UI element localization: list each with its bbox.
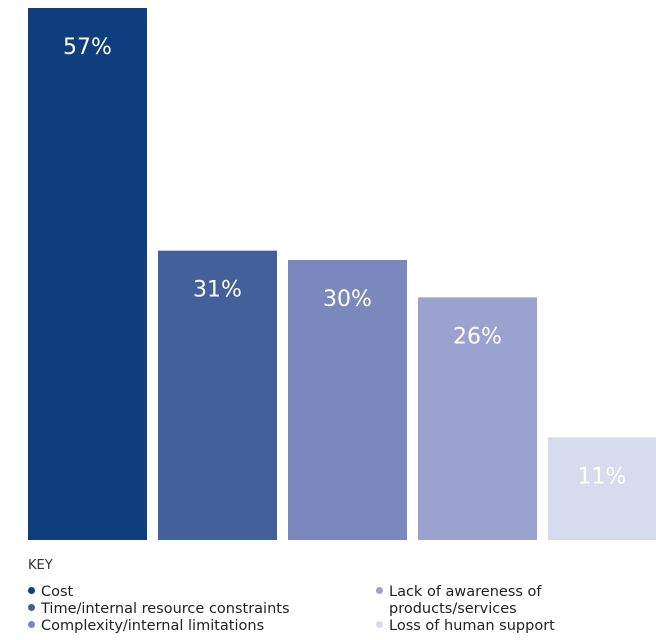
legend-title: KEY: [28, 558, 53, 573]
legend-label-4: Lack of awareness of products/services: [389, 584, 542, 617]
legend-swatch-3: [28, 621, 35, 628]
legend-swatch-5: [376, 621, 383, 628]
legend-item-2: Time/internal resource constraints: [28, 601, 290, 618]
legend-label-3: Complexity/internal limitations: [41, 618, 265, 634]
legend-label-2: Time/internal resource constraints: [41, 601, 290, 617]
bar-2: [158, 250, 277, 540]
legend-item-5: Loss of human support: [376, 618, 555, 635]
bar-value-label-5: 11%: [578, 464, 627, 489]
bar-1: [28, 8, 147, 540]
legend-item-1: Cost: [28, 584, 73, 601]
legend-swatch-1: [28, 587, 35, 594]
bar-value-label-2: 31%: [193, 278, 242, 303]
bar-3: [288, 260, 407, 540]
legend-item-3: Complexity/internal limitations: [28, 618, 264, 635]
legend-label-5: Loss of human support: [389, 618, 555, 634]
legend-swatch-4: [376, 587, 383, 594]
legend-swatch-2: [28, 604, 35, 611]
bar-chart: 57% 31% 30% 26% 11%: [28, 8, 656, 540]
bar-4: [418, 297, 537, 540]
bar-value-label-4: 26%: [453, 324, 502, 349]
bar-5: [548, 437, 656, 540]
legend-item-4: Lack of awareness of products/services: [376, 584, 542, 618]
legend-label-1: Cost: [41, 584, 74, 600]
bar-value-label-1: 57%: [63, 35, 112, 60]
bar-value-label-3: 30%: [323, 287, 372, 312]
